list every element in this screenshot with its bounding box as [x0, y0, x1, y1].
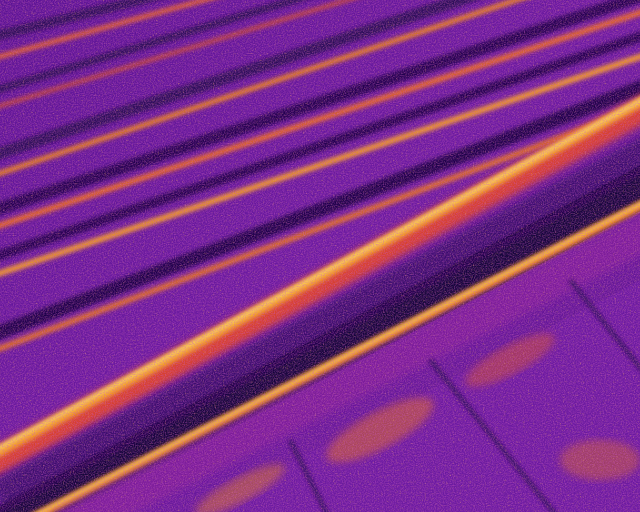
- texture-warm-speckle: [0, 0, 640, 512]
- thermal-aerial-photo: [0, 0, 640, 512]
